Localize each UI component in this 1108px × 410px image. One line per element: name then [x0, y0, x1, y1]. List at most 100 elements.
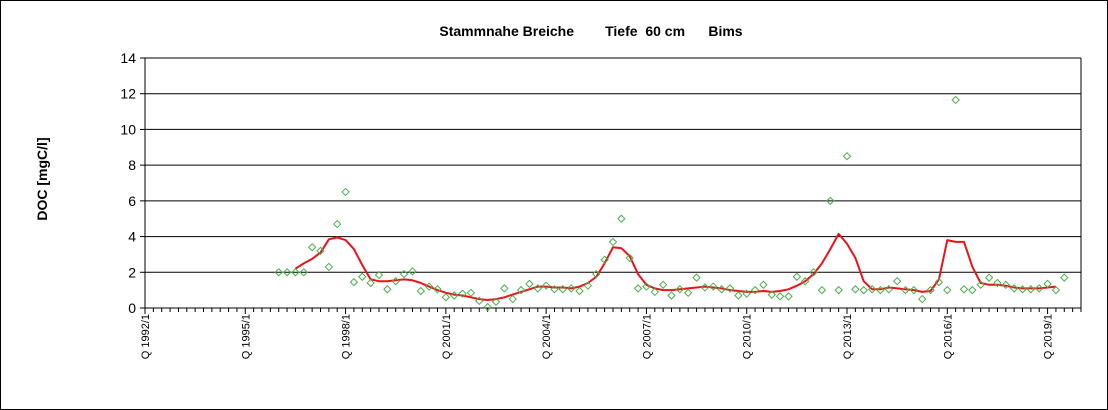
- data-point: [617, 214, 626, 223]
- x-tick-label: Q 2010/1: [742, 314, 754, 359]
- data-point: [834, 285, 843, 295]
- axes: [140, 57, 1082, 314]
- data-point: [592, 269, 601, 279]
- data-point: [391, 277, 400, 286]
- y-tick-label: 4: [128, 229, 136, 245]
- data-point: [541, 281, 551, 290]
- data-point: [466, 288, 476, 298]
- data-point: [700, 283, 710, 292]
- data-point: [383, 285, 392, 294]
- data-point: [692, 273, 701, 282]
- x-tick-label: Q 1995/1: [240, 314, 252, 359]
- data-point: [775, 292, 785, 301]
- data-point: [374, 270, 384, 280]
- data-point: [441, 293, 451, 302]
- data-point: [892, 277, 902, 286]
- x-tick-label: Q 1992/1: [140, 314, 152, 359]
- x-tick-label: Q 2007/1: [641, 314, 653, 359]
- y-tick-label: 12: [120, 86, 136, 102]
- data-point: [341, 187, 350, 197]
- data-point: [633, 284, 643, 293]
- data-point: [918, 294, 927, 304]
- data-point: [1043, 279, 1052, 289]
- data-point: [968, 285, 977, 295]
- x-tick-label: Q 2001/1: [441, 314, 453, 359]
- data-point: [767, 290, 776, 299]
- data-point: [1060, 273, 1069, 282]
- y-tick-labels: 0 2 4 6 8 10 12 14: [120, 50, 136, 316]
- data-point: [717, 285, 726, 294]
- data-point: [993, 278, 1002, 288]
- data-point: [1026, 285, 1036, 294]
- data-point: [316, 246, 325, 256]
- data-point: [801, 277, 810, 286]
- data-point: [307, 243, 317, 252]
- data-point: [575, 286, 584, 296]
- data-point: [282, 268, 292, 277]
- y-tick-label: 2: [128, 264, 136, 280]
- data-point: [424, 282, 434, 291]
- data-point: [458, 289, 467, 298]
- data-point: [976, 280, 985, 289]
- y-axis-label: DOC [mgC/l]: [34, 137, 50, 220]
- data-point: [525, 279, 534, 289]
- y-tick-label: 6: [128, 193, 136, 209]
- data-point: [558, 285, 568, 294]
- data-point: [399, 269, 409, 279]
- y-tick-label: 0: [128, 300, 136, 316]
- data-point: [951, 95, 960, 105]
- x-tick-labels: Q 1992/1 Q 1995/1 Q 1998/1 Q 2001/1 Q 2004/1…: [140, 314, 1055, 359]
- data-point: [500, 284, 509, 293]
- data-point: [408, 267, 417, 276]
- data-point: [851, 285, 860, 294]
- x-tick-label: Q 1998/1: [341, 314, 353, 359]
- data-point: [725, 284, 735, 293]
- data-point: [984, 273, 994, 282]
- data-point: [1051, 285, 1061, 295]
- data-point: [859, 285, 868, 295]
- y-tick-label: 8: [128, 157, 136, 173]
- x-tick-label: Q 2016/1: [942, 314, 954, 359]
- data-point: [567, 284, 576, 293]
- data-point: [291, 268, 300, 277]
- data-point: [867, 285, 877, 294]
- chart-title: Stammnahe Breiche Tiefe 60 cm Bims: [439, 23, 742, 39]
- data-point: [817, 285, 827, 295]
- data-point: [750, 285, 760, 295]
- data-point: [675, 285, 685, 294]
- data-point: [533, 284, 542, 293]
- data-point: [667, 291, 676, 300]
- data-point: [901, 285, 910, 295]
- data-point: [909, 285, 919, 295]
- data-point: [299, 268, 308, 277]
- y-tick-label: 14: [120, 50, 136, 66]
- data-point: [600, 255, 609, 264]
- data-point: [608, 237, 618, 247]
- data-point: [784, 292, 793, 301]
- data-point: [1009, 284, 1019, 293]
- data-point: [516, 285, 526, 295]
- data-point: [366, 278, 375, 288]
- data-point: [884, 285, 893, 294]
- data-point: [658, 280, 668, 289]
- data-point: [842, 152, 852, 161]
- x-tick-label: Q 2004/1: [541, 314, 553, 359]
- data-point: [759, 280, 768, 289]
- trend-line-series: [294, 232, 1057, 301]
- data-point: [1035, 284, 1044, 293]
- data-point: [934, 277, 944, 287]
- data-point: [809, 268, 818, 277]
- data-point: [508, 294, 517, 304]
- data-point: [358, 272, 367, 281]
- trend-line: [294, 232, 1057, 301]
- data-point: [734, 291, 743, 300]
- data-point: [274, 268, 283, 277]
- x-tick-label: Q 2013/1: [842, 314, 854, 359]
- data-point: [349, 277, 359, 287]
- data-point: [1018, 285, 1027, 294]
- data-point: [943, 285, 952, 295]
- gridlines: [145, 57, 1081, 309]
- data-point: [491, 297, 501, 306]
